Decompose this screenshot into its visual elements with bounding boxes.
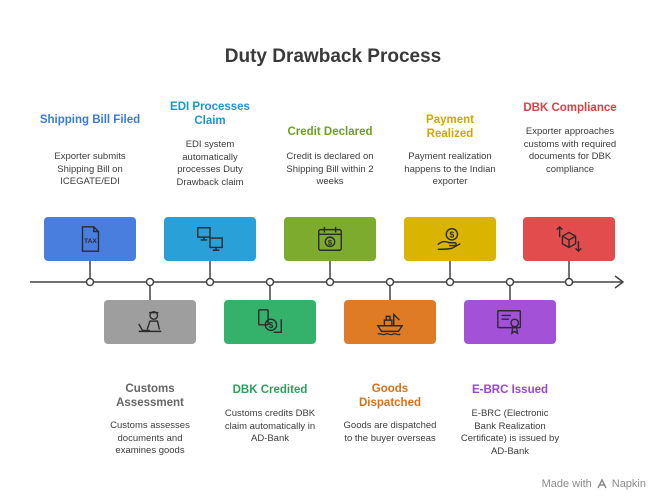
- step-title-customs-assessment: Customs Assessment: [116, 383, 184, 409]
- step-card-dbk-credited: $: [224, 300, 316, 344]
- timeline-dot-shipping-bill: [85, 277, 95, 287]
- step-title-goods-dispatched: Goods Dispatched: [359, 383, 421, 409]
- timeline-dot-customs-assessment: [145, 277, 155, 287]
- computers-icon: [197, 227, 223, 251]
- certificate-icon: [497, 310, 522, 335]
- made-with-label: Made with: [541, 478, 592, 490]
- timeline-dot-credit-declared: [325, 277, 335, 287]
- timeline-arrowhead: [614, 275, 625, 289]
- svg-text:$: $: [450, 230, 455, 240]
- diagram-title: Duty Drawback Process: [224, 46, 442, 67]
- step-desc-dbk-compliance: Exporter approaches customs with require…: [523, 126, 617, 175]
- step-card-dbk-compliance: [523, 217, 615, 261]
- step-title-ebrc-issued: E-BRC Issued: [471, 384, 549, 396]
- tax-document-icon: TAX: [81, 226, 100, 252]
- step-title-dbk-compliance: DBK Compliance: [523, 102, 617, 114]
- step-desc-customs-assessment: Customs assesses documents and examines …: [110, 420, 190, 456]
- svg-text:$: $: [328, 238, 333, 247]
- svg-text:TAX: TAX: [84, 238, 97, 245]
- money-transfer-icon: $: [258, 309, 282, 334]
- calendar-money-icon: $: [318, 226, 342, 251]
- svg-text:$: $: [269, 320, 274, 330]
- step-card-edi-processes: [164, 217, 256, 261]
- step-title-payment-realized: Payment Realized: [426, 114, 474, 140]
- timeline-dot-edi-processes: [205, 277, 215, 287]
- step-desc-payment-realized: Payment realization happens to the India…: [404, 151, 496, 187]
- box-arrows-icon: [556, 225, 582, 253]
- napkin-watermark: Made with Napkin: [542, 478, 646, 490]
- timeline-dot-ebrc-issued: [505, 277, 515, 287]
- step-card-goods-dispatched: [344, 300, 436, 344]
- step-title-edi-processes: EDI Processes Claim: [170, 101, 250, 127]
- step-desc-dbk-credited: Customs credits DBK claim automatically …: [224, 408, 316, 444]
- step-desc-shipping-bill: Exporter submits Shipping Bill on ICEGAT…: [54, 151, 126, 187]
- step-card-shipping-bill: TAX: [44, 217, 136, 261]
- hand-coin-icon: $: [437, 227, 461, 251]
- step-card-credit-declared: $: [284, 217, 376, 261]
- step-desc-credit-declared: Credit is declared on Shipping Bill with…: [286, 151, 374, 187]
- timeline-dot-dbk-compliance: [564, 277, 574, 287]
- customs-officer-icon: [138, 310, 162, 333]
- napkin-logo-icon: [597, 478, 607, 489]
- timeline-dot-dbk-credited: [265, 277, 275, 287]
- step-desc-edi-processes: EDI system automatically processes Duty …: [176, 139, 244, 188]
- step-card-customs-assessment: [104, 300, 196, 344]
- step-title-credit-declared: Credit Declared: [287, 126, 373, 138]
- napkin-brand-label: Napkin: [611, 478, 646, 490]
- timeline-dot-goods-dispatched: [385, 277, 395, 287]
- step-title-shipping-bill: Shipping Bill Filed: [39, 114, 141, 126]
- step-desc-goods-dispatched: Goods are dispatched to the buyer overse…: [343, 420, 437, 444]
- step-card-ebrc-issued: [464, 300, 556, 344]
- step-card-payment-realized: $: [404, 217, 496, 261]
- timeline-dot-payment-realized: [445, 277, 455, 287]
- cargo-ship-icon: [376, 312, 404, 336]
- step-desc-ebrc-issued: E-BRC (Electronic Bank Realization Certi…: [460, 408, 560, 457]
- step-title-dbk-credited: DBK Credited: [232, 384, 308, 396]
